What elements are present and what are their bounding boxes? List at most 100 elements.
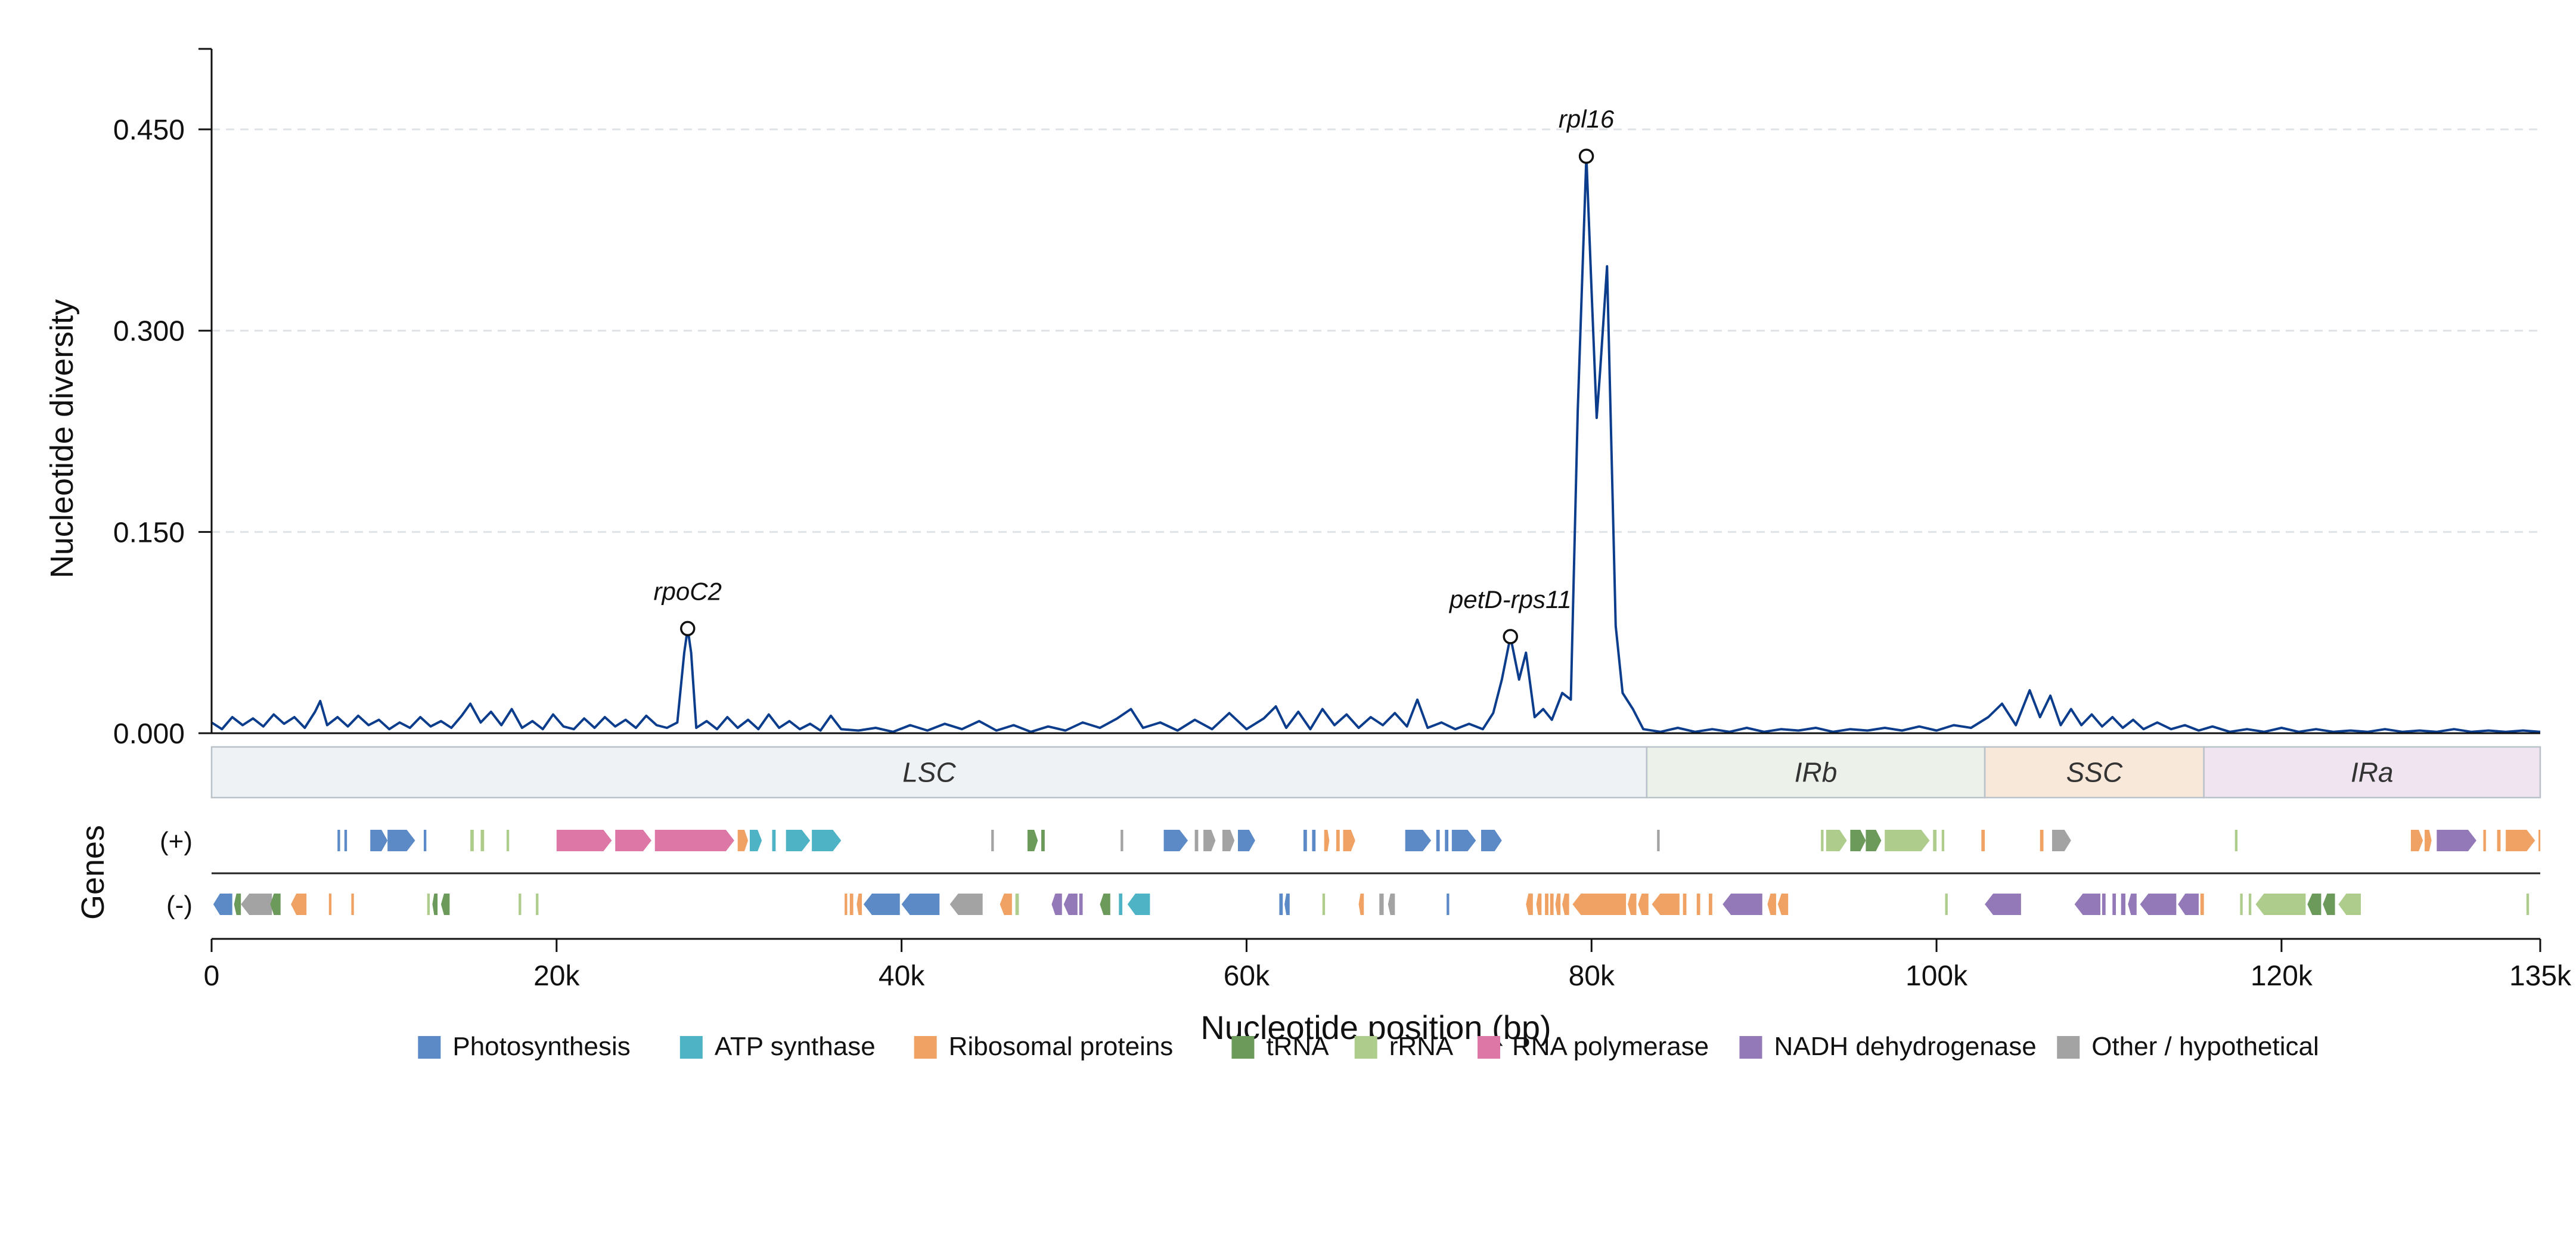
gene-feature: [2200, 894, 2204, 915]
gene-track-label: Genes: [75, 825, 111, 920]
gene-feature: [1063, 894, 1078, 915]
gene-feature: [1866, 830, 1882, 851]
gene-feature: [786, 830, 811, 851]
gene-feature: [1051, 894, 1062, 915]
legend-layer: Photosynthesis ATP synthase Ribosomal prot…: [418, 1032, 2319, 1061]
x-tick-label: 40k: [879, 960, 925, 992]
gene-feature: [1981, 830, 1985, 851]
strand-label-plus: (+): [160, 827, 193, 856]
gene-feature: [2437, 830, 2476, 851]
gene-feature: [234, 894, 241, 915]
gene-feature: [2248, 894, 2252, 915]
gene-feature: [1941, 830, 1945, 851]
gene-feature: [556, 830, 612, 851]
region-ssc: [1984, 746, 2205, 799]
gene-feature: [1985, 894, 2021, 915]
gene-feature: [351, 894, 354, 915]
axes-layer: 0.000 0.150 0.300 0.450 Nucleotide diversity: [44, 48, 2540, 750]
gene-feature: [812, 830, 842, 851]
region-label: IRb: [1795, 757, 1838, 788]
gene-feature: [440, 894, 450, 915]
diversity-line-layer: [210, 155, 2541, 733]
gene-feature: [2178, 894, 2199, 915]
gene-feature: [1163, 830, 1188, 851]
region-label: IRa: [2351, 757, 2394, 788]
x-tick-label: 135k: [2509, 960, 2572, 992]
gene-feature: [654, 830, 734, 851]
gene-feature: [1550, 894, 1554, 915]
gene-feature: [1203, 830, 1216, 851]
gene-feature: [1481, 830, 1502, 851]
gene-feature: [1222, 830, 1235, 851]
gene-feature: [2234, 830, 2238, 851]
peak-marker: [1503, 629, 1518, 644]
gene-feature: [1821, 830, 1824, 851]
gene-feature: [1683, 894, 1687, 915]
gene-feature: [2112, 894, 2116, 915]
legend-swatch: [679, 1036, 703, 1059]
gene-feature: [1343, 830, 1355, 851]
legend-label: Ribosomal proteins: [949, 1032, 1174, 1061]
gene-feature: [1885, 830, 1930, 851]
y-tick-label: 0.000: [113, 718, 185, 750]
gene-feature: [2538, 830, 2541, 851]
gene-feature: [1000, 894, 1012, 915]
gene-feature: [1826, 830, 1847, 851]
gene-feature: [1322, 894, 1326, 915]
gene-feature: [506, 830, 510, 851]
gene-feature: [1237, 830, 1255, 851]
peak-label: rpoC2: [654, 577, 722, 605]
region-ira: [2203, 746, 2541, 799]
y-tick-label: 0.450: [113, 114, 185, 146]
region-label: LSC: [902, 757, 956, 788]
legend-item-ribo: Ribosomal proteins: [914, 1032, 1174, 1061]
legend-item-rrna: rRNA: [1354, 1032, 1454, 1061]
gene-feature: [1027, 830, 1038, 851]
legend-item-trna: tRNA: [1231, 1032, 1329, 1061]
gene-feature: [856, 894, 862, 915]
gene-feature: [1850, 830, 1866, 851]
gene-feature: [2410, 830, 2423, 851]
legend-label: RNA polymerase: [1512, 1032, 1709, 1061]
gene-feature: [2128, 894, 2137, 915]
gene-feature: [2323, 894, 2335, 915]
gene-feature: [772, 830, 776, 851]
gene-feature: [1638, 894, 1649, 915]
peak-marker: [1578, 148, 1594, 164]
legend-swatch: [1478, 1036, 1500, 1059]
gene-feature: [270, 894, 281, 915]
gene-feature: [2240, 894, 2243, 915]
grid-layer: [212, 128, 2540, 533]
gene-feature: [1079, 894, 1083, 915]
x-tick-label: 60k: [1224, 960, 1270, 992]
legend-label: tRNA: [1266, 1032, 1329, 1061]
gene-feature: [615, 830, 651, 851]
gene-feature: [1696, 894, 1700, 915]
legend-label: ATP synthase: [715, 1032, 876, 1061]
gene-feature: [1572, 894, 1627, 915]
gene-feature: [1100, 894, 1110, 915]
gene-feature: [1933, 830, 1937, 851]
gene-feature: [1279, 894, 1283, 915]
gene-feature: [344, 830, 347, 851]
gene-feature: [1555, 894, 1561, 915]
gene-feature: [2102, 894, 2106, 915]
gene-feature: [427, 894, 430, 915]
gene-feature: [1709, 894, 1712, 915]
gene-feature: [2074, 894, 2101, 915]
region-label: SSC: [2066, 757, 2123, 788]
gene-feature: [241, 894, 272, 915]
gene-feature: [1777, 894, 1789, 915]
y-tick-label: 0.300: [113, 316, 185, 348]
legend-swatch: [1231, 1036, 1255, 1059]
gene-feature: [2307, 894, 2321, 915]
gene-feature: [1121, 830, 1123, 851]
legend-label: NADH dehydrogenase: [1774, 1032, 2036, 1061]
y-axis-label: Nucleotide diversity: [44, 299, 80, 578]
gene-feature: [2338, 894, 2361, 915]
gene-feature: [2121, 894, 2125, 915]
x-tick-label: 80k: [1569, 960, 1615, 992]
gene-feature: [328, 894, 332, 915]
